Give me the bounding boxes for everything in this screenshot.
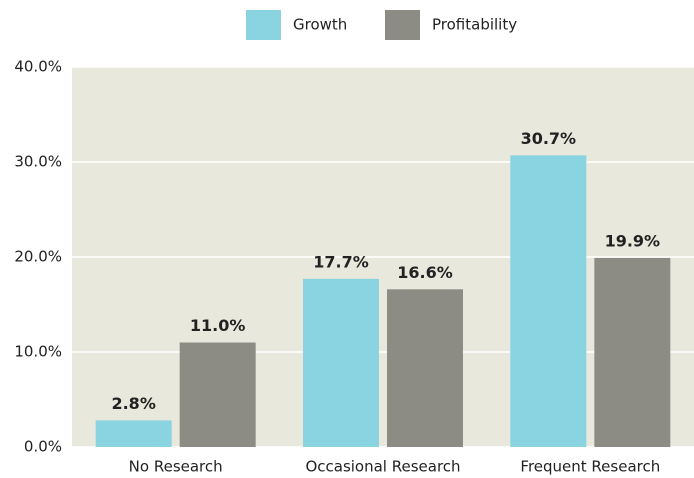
bar — [303, 278, 379, 447]
legend-swatch — [246, 10, 281, 40]
y-tick-label: 0.0% — [24, 438, 62, 456]
bar — [179, 342, 256, 447]
legend-swatch — [385, 10, 420, 40]
bar — [95, 420, 172, 447]
x-tick-label: Occasional Research — [305, 458, 460, 476]
x-tick-label: Frequent Research — [520, 458, 660, 476]
y-tick-label: 40.0% — [14, 58, 62, 76]
value-label: 2.8% — [111, 394, 155, 413]
value-label: 16.6% — [397, 263, 453, 282]
y-tick-label: 20.0% — [14, 248, 62, 266]
x-tick-label: No Research — [129, 458, 223, 476]
legend-label: Growth — [293, 16, 347, 34]
value-label: 19.9% — [605, 231, 661, 250]
bar — [510, 155, 587, 447]
legend-label: Profitability — [432, 16, 517, 34]
value-label: 30.7% — [521, 129, 577, 148]
y-tick-label: 30.0% — [14, 153, 62, 171]
bar — [387, 289, 463, 447]
bar — [594, 257, 671, 447]
y-tick-label: 10.0% — [14, 343, 62, 361]
value-label: 17.7% — [313, 252, 369, 271]
value-label: 11.0% — [190, 316, 246, 335]
